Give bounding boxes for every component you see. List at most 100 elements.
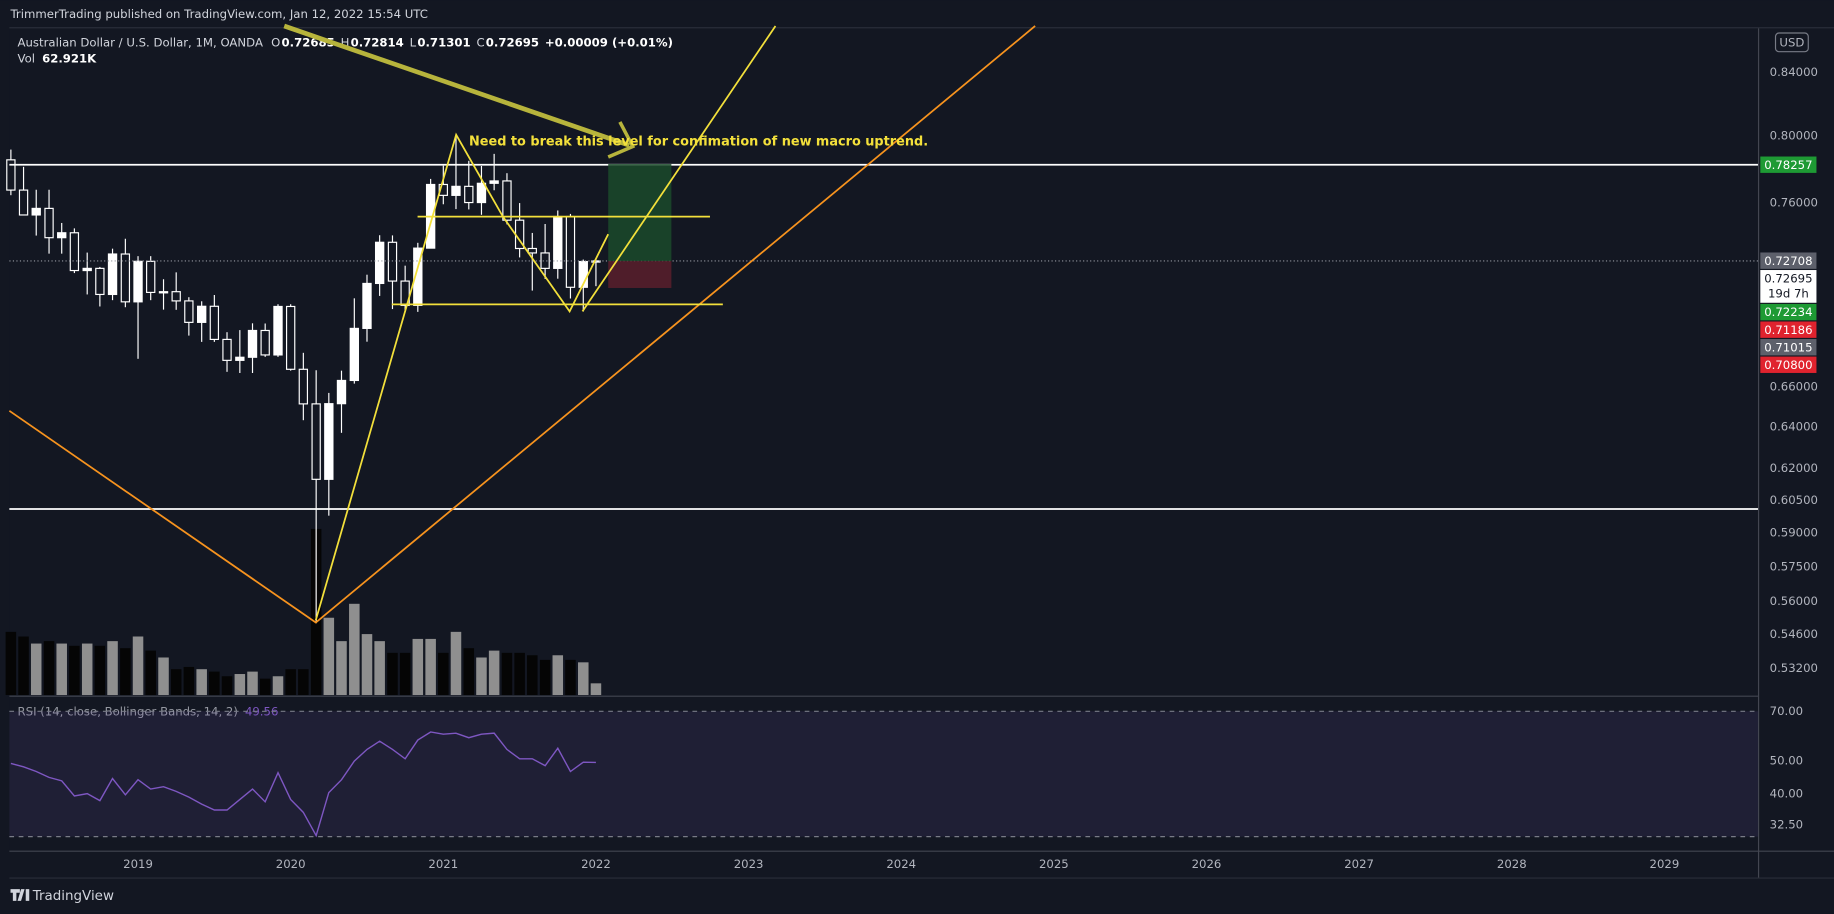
- volume-bar: [209, 671, 220, 696]
- volume-bar: [234, 674, 246, 696]
- x-tick-label: 2026: [1192, 857, 1222, 871]
- x-tick-label: 2024: [886, 857, 916, 871]
- y-tick-label: 0.64000: [1770, 420, 1818, 434]
- drawings: [8, 23, 1758, 624]
- volume-bar: [259, 678, 271, 696]
- rsi-tick-label: 50.00: [1770, 754, 1803, 768]
- trend-line: [8, 25, 1036, 624]
- symbol-legend: Australian Dollar / U.S. Dollar, 1M, OAN…: [18, 35, 673, 49]
- volume-bar: [221, 676, 233, 696]
- volume-bar: [336, 641, 347, 696]
- candle-body: [44, 207, 54, 239]
- price-tag-label: 0.72234: [1764, 305, 1812, 319]
- candle-body: [324, 403, 334, 480]
- legend-item: C: [476, 35, 484, 49]
- volume-bar: [120, 648, 131, 696]
- price-tag-label: 0.71186: [1764, 323, 1812, 337]
- volume-bar: [170, 669, 182, 696]
- y-tick-label: 0.60500: [1770, 493, 1818, 507]
- candle-body: [413, 247, 423, 306]
- legend-item: Australian Dollar / U.S. Dollar, 1M, OAN…: [18, 35, 263, 49]
- rsi-band: [9, 711, 1758, 837]
- price-tag: [1760, 356, 1817, 373]
- volume-bar: [145, 650, 156, 696]
- volume-bar: [5, 631, 17, 696]
- candle-body: [18, 189, 29, 216]
- candle-body: [107, 253, 118, 296]
- candle-body: [69, 232, 80, 272]
- candle-body: [464, 185, 474, 204]
- volume-bar: [463, 648, 475, 696]
- currency[interactable]: USD: [1779, 35, 1804, 49]
- candle-body: [235, 356, 245, 361]
- legend-item: H: [341, 35, 350, 49]
- x-tick-label: 2022: [581, 857, 611, 871]
- volume-bar: [361, 634, 373, 696]
- x-tick-label: 2027: [1344, 857, 1374, 871]
- volume-bar: [196, 669, 207, 696]
- legend-item: 0.72814: [351, 35, 404, 49]
- y-tick-label: 0.66000: [1770, 379, 1818, 393]
- pattern-line: [581, 25, 777, 312]
- candle-body: [57, 232, 67, 239]
- candle-body: [247, 329, 258, 358]
- x-tick-label: 2025: [1039, 857, 1069, 871]
- candle-body: [451, 185, 461, 196]
- candle-body: [387, 241, 398, 282]
- x-tick-label: 2023: [734, 857, 764, 871]
- x-tick-label: 2021: [428, 857, 458, 871]
- volume-legend: Vol 62.921K: [18, 51, 98, 65]
- candle-body: [362, 282, 372, 329]
- arrow-head: [607, 121, 636, 159]
- candle-body: [95, 267, 105, 296]
- price-tag: [1760, 339, 1817, 356]
- volume-bar: [272, 676, 284, 696]
- candle-body: [120, 253, 131, 303]
- rsi-tick-label: 40.00: [1770, 787, 1803, 801]
- volume-bar: [158, 657, 169, 696]
- countdown: 19d 7h: [1768, 287, 1809, 301]
- candle-body: [158, 291, 169, 294]
- legend-item: 62.921K: [42, 51, 97, 65]
- rsi-value: 49.56: [245, 704, 278, 718]
- volume-bar: [69, 645, 80, 696]
- price-tag-label: 0.72708: [1764, 254, 1812, 268]
- candle-body: [476, 182, 487, 204]
- volume-bar: [412, 638, 424, 696]
- candle-body: [336, 379, 347, 405]
- volume-bar: [30, 643, 42, 696]
- brand: TradingView: [32, 889, 114, 904]
- candle-body: [171, 291, 181, 302]
- candle-body: [222, 338, 232, 361]
- volume-bar: [552, 655, 564, 696]
- candle-body: [285, 305, 296, 370]
- candle-body: [374, 241, 385, 285]
- volume-bar: [298, 669, 309, 696]
- volume-bar: [94, 645, 106, 696]
- y-tick-label: 0.53200: [1770, 661, 1818, 675]
- currency-button[interactable]: [1774, 32, 1809, 53]
- volume-bar: [527, 655, 538, 696]
- rsi-tick-label: 70.00: [1770, 704, 1803, 718]
- volume-bar: [425, 638, 436, 696]
- candle-body: [209, 305, 220, 340]
- y-tick-label: 0.62000: [1770, 461, 1818, 475]
- price-tag-label: 0.70800: [1764, 358, 1812, 372]
- volume-bar: [18, 636, 29, 696]
- candle-body: [489, 180, 499, 184]
- volume-bar: [476, 657, 487, 696]
- y-tick-label: 0.80000: [1770, 128, 1818, 142]
- y-tick-label: 0.84000: [1770, 65, 1818, 79]
- candle-body: [502, 180, 512, 221]
- volume-bar: [387, 652, 398, 696]
- candle-body: [438, 183, 448, 196]
- price-tag: [1760, 270, 1817, 303]
- x-tick-label: 2019: [123, 857, 153, 871]
- volume-bar: [323, 617, 335, 696]
- rsi-legend: RSI (14, close, Bollinger Bands, 14, 2) 4…: [18, 704, 279, 718]
- candle-body: [273, 305, 283, 356]
- legend-item: L: [410, 35, 417, 49]
- annotation: Need to break this level for confimation…: [469, 134, 928, 149]
- x-tick-label: 2020: [276, 857, 306, 871]
- volume-bar: [450, 631, 462, 696]
